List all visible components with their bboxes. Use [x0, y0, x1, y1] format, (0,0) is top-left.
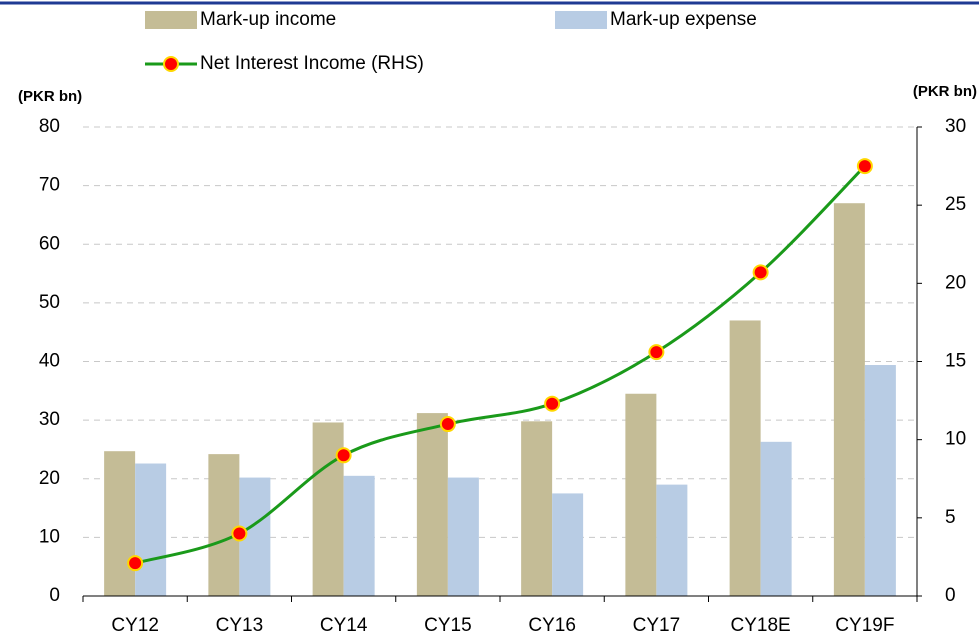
y2-tick-label: 10 — [945, 429, 966, 450]
marker — [856, 158, 873, 175]
y-tick-label: 50 — [39, 292, 60, 313]
marker — [752, 264, 769, 281]
bar — [312, 422, 344, 596]
legend-label: Mark-up income — [200, 9, 336, 30]
bar — [521, 421, 553, 596]
bar — [104, 451, 136, 596]
y2-axis-label: (PKR bn) — [913, 83, 977, 100]
legend-swatch — [145, 11, 197, 29]
y2-tick-label: 20 — [945, 272, 966, 293]
legend-swatch — [555, 11, 607, 29]
y2-tick-label: 5 — [945, 507, 956, 528]
marker — [127, 555, 144, 572]
y2-tick-label: 0 — [945, 585, 956, 606]
bar — [625, 393, 657, 596]
x-tick-label: CY19F — [835, 615, 894, 636]
x-tick-label: CY17 — [633, 615, 681, 636]
legend-label: Mark-up expense — [610, 9, 757, 30]
y-tick-label: 10 — [39, 526, 60, 547]
x-tick-label: CY12 — [111, 615, 159, 636]
legend-label: Net Interest Income (RHS) — [200, 53, 424, 74]
bar — [416, 413, 448, 596]
x-tick-label: CY16 — [528, 615, 576, 636]
bar — [552, 493, 584, 596]
marker — [544, 395, 561, 412]
y2-tick-label: 15 — [945, 351, 966, 372]
bar — [833, 203, 865, 596]
bar — [656, 484, 688, 596]
y2-tick-label: 25 — [945, 194, 966, 215]
bar — [135, 463, 167, 596]
x-tick-label: CY13 — [216, 615, 264, 636]
bar — [864, 365, 896, 596]
y-tick-label: 60 — [39, 233, 60, 254]
x-tick-label: CY15 — [424, 615, 472, 636]
marker — [648, 344, 665, 361]
y-tick-label: 0 — [49, 585, 60, 606]
marker — [439, 416, 456, 433]
bar — [760, 441, 792, 596]
y-tick-label: 20 — [39, 468, 60, 489]
marker — [231, 525, 248, 542]
bar — [208, 454, 240, 596]
y-axis-label: (PKR bn) — [18, 88, 82, 105]
bar — [343, 475, 375, 596]
y-tick-label: 80 — [39, 116, 60, 137]
y-tick-label: 70 — [39, 175, 60, 196]
bar — [447, 477, 479, 596]
x-tick-label: CY14 — [320, 615, 368, 636]
x-tick-label: CY18E — [731, 615, 791, 636]
y-tick-label: 30 — [39, 409, 60, 430]
bar — [729, 320, 761, 596]
y2-tick-label: 30 — [945, 116, 966, 137]
y-tick-label: 40 — [39, 351, 60, 372]
marker — [335, 447, 352, 464]
legend-marker — [163, 56, 179, 72]
